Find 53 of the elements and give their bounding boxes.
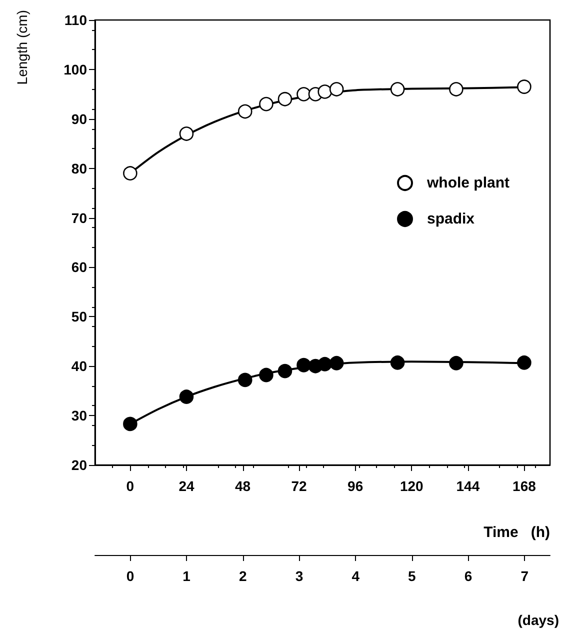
legend-label: spadix <box>427 210 476 228</box>
x-axis-title: Time (h) <box>484 524 550 541</box>
y-tick-label: 110 <box>64 12 88 28</box>
x-tick-label: 72 <box>291 478 308 494</box>
x2-axis-title: (days) <box>518 612 559 628</box>
point <box>123 416 138 432</box>
y-tick-label: 40 <box>71 358 88 374</box>
point <box>259 96 274 112</box>
point <box>259 368 274 382</box>
x-tick-label: 48 <box>234 478 251 494</box>
x2-tick-label: 1 <box>182 568 191 584</box>
point <box>238 104 252 119</box>
y-tick-label: 60 <box>71 259 88 276</box>
point <box>123 166 138 180</box>
point <box>296 358 311 372</box>
point <box>179 390 194 404</box>
y-tick-label: 100 <box>64 61 88 78</box>
x-tick-label: 168 <box>512 478 536 494</box>
point <box>449 82 464 96</box>
point <box>238 372 252 388</box>
point <box>278 364 292 378</box>
y-tick-label: 90 <box>71 110 88 127</box>
x2-tick-label: 3 <box>295 568 304 584</box>
x2-tick-label: 6 <box>464 568 472 584</box>
y-tick-label: 20 <box>71 457 88 473</box>
x2-tick-label: 4 <box>352 568 360 584</box>
x2-tick-label: 7 <box>520 568 529 584</box>
x-tick-label: 120 <box>400 478 424 494</box>
point <box>329 82 344 96</box>
y-tick-label: 80 <box>71 160 88 176</box>
x2-tick-label: 2 <box>239 568 248 584</box>
point <box>179 126 194 141</box>
point <box>318 84 332 99</box>
x-tick-label: 144 <box>456 478 480 494</box>
point <box>517 356 532 370</box>
x2-tick-label: 5 <box>408 568 416 584</box>
point <box>278 92 292 106</box>
point <box>390 356 405 370</box>
y-tick-label: 50 <box>71 308 88 325</box>
y-tick-label: 70 <box>71 210 88 226</box>
x-tick-label: 0 <box>126 478 134 494</box>
x-tick-label: 96 <box>348 478 364 494</box>
y-tick-label: 30 <box>71 408 88 424</box>
point <box>517 80 532 94</box>
x-tick-label: 24 <box>178 478 194 494</box>
legend-label: whole plant <box>426 174 510 192</box>
point <box>390 82 405 96</box>
point <box>296 87 311 102</box>
point <box>318 356 332 372</box>
x2-tick-label: 0 <box>126 568 134 584</box>
point <box>329 356 344 370</box>
y-axis-title: Length (cm) <box>14 10 30 85</box>
point <box>449 356 464 370</box>
